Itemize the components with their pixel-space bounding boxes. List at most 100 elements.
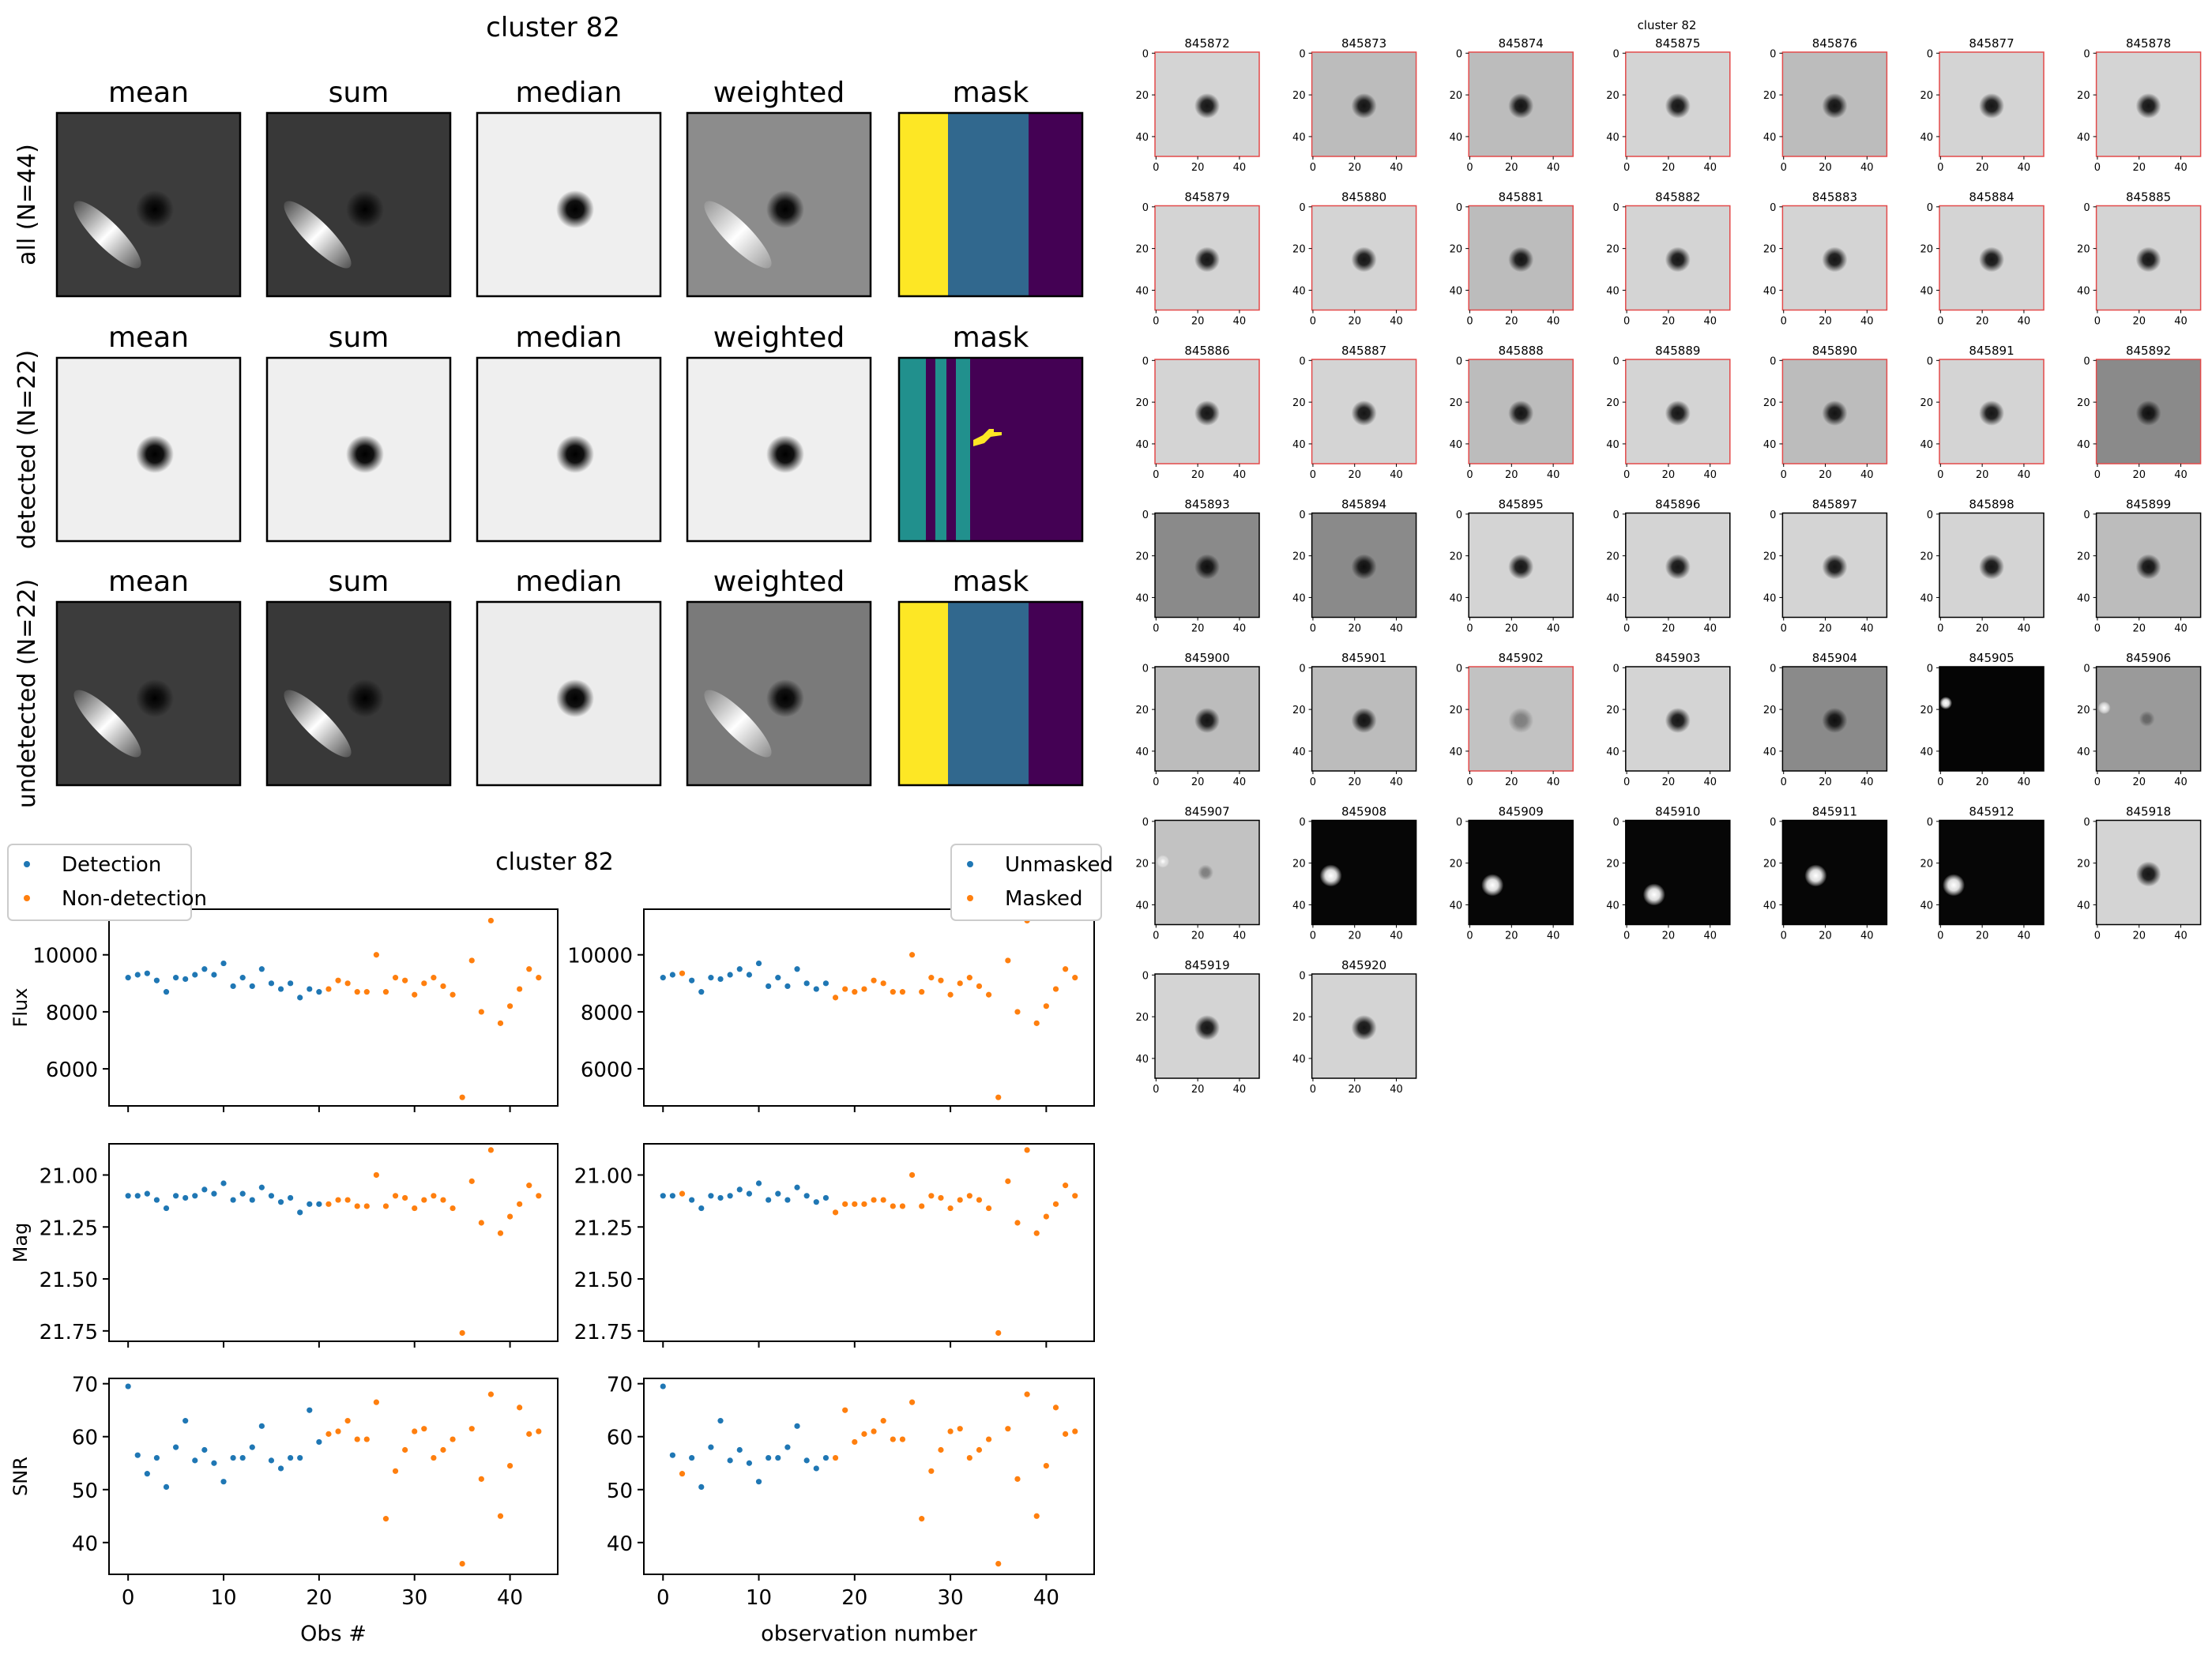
scatter-point bbox=[928, 1468, 935, 1474]
source-spot bbox=[1979, 400, 2004, 426]
tick-label: 20 bbox=[1662, 931, 1676, 942]
scatter-point bbox=[506, 1462, 514, 1469]
legend-box bbox=[950, 844, 1102, 921]
tick-label: 0 bbox=[1456, 355, 1462, 367]
stamp-frame-flagged bbox=[1468, 359, 1574, 464]
tick-label: 40 bbox=[1390, 931, 1403, 942]
scatter-point bbox=[517, 1404, 523, 1411]
scatter-point bbox=[440, 983, 446, 990]
scatter-point bbox=[1024, 1391, 1030, 1397]
scatter-point bbox=[392, 975, 399, 981]
stamp-label: 845872 bbox=[1184, 36, 1229, 51]
tick-label: 0 bbox=[1466, 469, 1473, 481]
tick-label: 40 bbox=[2077, 132, 2090, 144]
tick-label: 0 bbox=[1623, 623, 1630, 635]
scatter-point bbox=[172, 975, 179, 981]
tick-label: 0 bbox=[1466, 162, 1473, 174]
tick-label: 0 bbox=[1310, 776, 1316, 788]
tick-label: 0 bbox=[1310, 469, 1316, 481]
tick-label: 40 bbox=[1292, 592, 1306, 604]
scatter-point bbox=[239, 975, 246, 981]
scatter-point bbox=[746, 972, 753, 978]
scatter-point bbox=[402, 1194, 408, 1201]
tick-label: 40 bbox=[1703, 162, 1717, 174]
scatter-point bbox=[938, 1446, 944, 1453]
column-title: weighted bbox=[713, 321, 845, 354]
scatter-point bbox=[1024, 1147, 1030, 1153]
tick-label: 0 bbox=[1623, 776, 1630, 788]
tick-label: 0 bbox=[2094, 623, 2101, 635]
scatter-point bbox=[803, 1457, 810, 1464]
tick-label: 20 bbox=[1450, 397, 1463, 409]
tick-label: 0 bbox=[1623, 162, 1630, 174]
scatter-point bbox=[822, 1454, 830, 1461]
scatter-point bbox=[679, 970, 686, 976]
cutout-frame bbox=[55, 111, 242, 298]
scatter-point bbox=[402, 977, 408, 983]
source-spot bbox=[766, 679, 804, 717]
tick-label: 20 bbox=[1450, 244, 1463, 256]
bright-source bbox=[1939, 697, 1952, 709]
tick-label: 20 bbox=[1191, 316, 1205, 328]
tick-label: 20 bbox=[1292, 397, 1306, 409]
cutout-frame bbox=[265, 111, 452, 298]
legend-marker bbox=[967, 861, 973, 867]
scatter-point bbox=[832, 995, 839, 1001]
scatter-point bbox=[861, 986, 867, 992]
y-tick-label: 60 bbox=[607, 1427, 633, 1450]
tick-label: 0 bbox=[1466, 316, 1473, 328]
scatter-point bbox=[450, 991, 456, 998]
tick-label: 20 bbox=[1763, 90, 1777, 102]
stamp-label: 845912 bbox=[1969, 805, 2014, 819]
tick-label: 40 bbox=[2018, 316, 2031, 328]
tick-label: 0 bbox=[2083, 663, 2090, 675]
stamp-frame bbox=[1154, 666, 1260, 772]
x-tick-label: 0 bbox=[122, 1586, 135, 1610]
tick-label: 40 bbox=[1135, 1054, 1149, 1066]
scatter-point bbox=[526, 966, 532, 972]
stamp-frame-flagged bbox=[1468, 51, 1574, 157]
source-spot bbox=[2135, 93, 2161, 118]
tick-label: 20 bbox=[1191, 623, 1205, 635]
row-label: undetected (N=22) bbox=[13, 579, 41, 808]
scatter-point bbox=[526, 1431, 532, 1437]
stamp-image bbox=[1782, 820, 1887, 925]
stamp-label: 845908 bbox=[1341, 805, 1386, 819]
scatter-point bbox=[297, 1209, 303, 1216]
tick-label: 0 bbox=[1142, 202, 1149, 214]
scatter-point bbox=[1072, 1428, 1078, 1435]
stamp-frame bbox=[1468, 512, 1574, 619]
stamp-frame bbox=[1311, 512, 1417, 619]
scatter-point bbox=[354, 1436, 360, 1442]
scatter-point bbox=[957, 1197, 963, 1203]
y-tick-label: 50 bbox=[607, 1480, 633, 1503]
scatter-point bbox=[182, 976, 189, 983]
scatter-point bbox=[803, 1193, 810, 1199]
source-spot bbox=[1508, 554, 1534, 580]
mask-band bbox=[1029, 602, 1082, 785]
tick-label: 40 bbox=[1450, 746, 1463, 758]
tick-label: 20 bbox=[1819, 931, 1832, 942]
source-spot bbox=[556, 679, 594, 717]
scatter-point bbox=[660, 1383, 666, 1389]
stamp-label: 845919 bbox=[1184, 958, 1229, 972]
tick-label: 40 bbox=[1390, 1084, 1403, 1096]
scatter-point bbox=[880, 1418, 886, 1424]
source-spot bbox=[1194, 246, 1220, 273]
tick-label: 20 bbox=[1191, 469, 1205, 481]
tick-label: 40 bbox=[1135, 132, 1149, 144]
scatter-point bbox=[517, 1201, 523, 1207]
tick-label: 20 bbox=[1763, 397, 1777, 409]
scatter-point bbox=[1063, 966, 1069, 972]
tick-label: 20 bbox=[1292, 90, 1306, 102]
tick-label: 0 bbox=[1770, 202, 1776, 214]
scatter-point bbox=[660, 975, 666, 981]
scatter-point bbox=[717, 1418, 724, 1424]
scatter-point bbox=[450, 1436, 456, 1442]
tick-label: 0 bbox=[1937, 162, 1943, 174]
bright-source bbox=[1804, 864, 1827, 887]
tick-label: 40 bbox=[1860, 469, 1874, 481]
scatter-point bbox=[277, 986, 284, 992]
tick-label: 0 bbox=[1299, 970, 1305, 982]
scatter-point bbox=[708, 975, 714, 981]
